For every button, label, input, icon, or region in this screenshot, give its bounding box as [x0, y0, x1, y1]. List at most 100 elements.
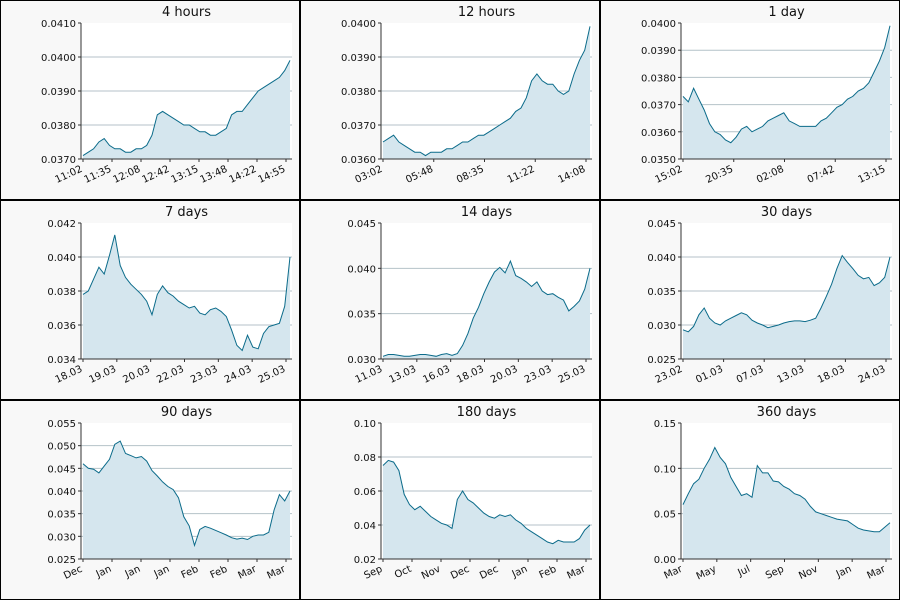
chart-panel: 180 days 0.10 0.08 0.06 0.04 0.02 Sep Oct Nov Dec… — [301, 401, 599, 599]
chart-title: 7 days — [165, 205, 208, 220]
y-tick-label: 0.0360 — [641, 128, 676, 139]
x-tick-label: 23.03 — [189, 364, 220, 386]
y-tick-label: 0.035 — [647, 287, 676, 298]
y-tick-label: 0.050 — [47, 442, 76, 453]
y-tick-label: 0.0400 — [41, 53, 76, 64]
y-tick-label: 0.038 — [47, 287, 76, 298]
y-tick-label: 0.040 — [347, 264, 376, 275]
x-tick-label: 25.03 — [557, 364, 588, 386]
y-tick-label: 0.0380 — [341, 87, 376, 98]
y-tick-label: 0.040 — [47, 253, 76, 264]
x-tick-label: Jan — [510, 564, 530, 581]
y-tick-label: 0.035 — [47, 510, 76, 521]
series-area — [383, 460, 590, 559]
chart-title: 14 days — [461, 205, 513, 220]
y-tick-label: 0.0410 — [41, 19, 76, 30]
x-tick-label: Jan — [152, 564, 172, 581]
x-tick-label: 11:35 — [82, 164, 113, 186]
chart-panel: 14 days 0.045 0.040 0.035 0.030 11.03 13.03 16.… — [301, 201, 599, 399]
chart-svg: 4 hours0.04100.04000.03900.03800.037011:… — [41, 5, 292, 186]
chart-panel: 12 hours 0.0400 0.0390 0.0380 0.0370 0.0360 03… — [301, 1, 599, 199]
chart-title: 30 days — [761, 205, 813, 220]
chart-panel: 360 days 0.15 0.10 0.05 0.00 Mar May Jul Sep Nov J… — [601, 401, 899, 599]
y-tick-label: 0.0370 — [41, 155, 76, 166]
series-area — [683, 25, 890, 160]
x-tick-label: Dec — [478, 564, 500, 582]
chart-title: 12 hours — [458, 5, 515, 20]
series-line — [82, 440, 291, 548]
series-line — [682, 446, 891, 533]
x-tick-label: 14:22 — [227, 164, 258, 186]
x-tick-label: 13.03 — [387, 364, 418, 386]
series-line — [82, 60, 291, 157]
y-tick-label: 0.00 — [654, 555, 676, 566]
y-tick-label: 0.035 — [347, 310, 376, 321]
x-tick-label: 23.02 — [654, 364, 685, 386]
x-tick-label: 16.03 — [421, 364, 452, 386]
chart-svg: 1 day 0.0400 0.0390 0.0380 0.0370 0.0360 0.035… — [641, 5, 892, 186]
y-tick-label: 0.034 — [47, 355, 76, 366]
y-tick-label: 0.030 — [347, 355, 376, 366]
x-tick-label: 19.03 — [87, 364, 118, 386]
y-tick-label: 0.02 — [354, 555, 376, 566]
x-tick-label: Mar — [566, 563, 589, 581]
series-line — [382, 459, 591, 545]
x-tick-label: Sep — [764, 564, 786, 582]
x-tick-label: 25.03 — [257, 364, 288, 386]
y-tick-label: 0.0360 — [341, 155, 376, 166]
y-tick-label: 0.025 — [647, 355, 676, 366]
y-tick-label: 0.030 — [647, 321, 676, 332]
y-tick-label: 0.036 — [47, 321, 76, 332]
x-tick-label: 24.03 — [223, 364, 254, 386]
x-tick-label: 15:02 — [653, 164, 684, 186]
x-tick-label: Sep — [363, 564, 385, 582]
x-tick-label: 24.03 — [857, 364, 888, 386]
x-tick-label: Nov — [797, 564, 819, 582]
x-tick-label: 02:08 — [755, 164, 786, 186]
chart-svg: 12 hours 0.0400 0.0390 0.0380 0.0370 0.036003… — [341, 5, 592, 186]
series-area — [83, 234, 290, 359]
x-tick-label: Nov — [420, 564, 442, 582]
y-tick-label: 0.0390 — [341, 53, 376, 64]
x-tick-label: Mar — [237, 563, 260, 581]
series-line — [682, 25, 891, 144]
chart-title: 1 day — [768, 5, 805, 20]
x-tick-label: 14:08 — [556, 164, 587, 186]
y-tick-label: 0.0380 — [41, 121, 76, 132]
series-line — [682, 254, 891, 333]
x-tick-label: Dec — [449, 564, 471, 582]
y-tick-label: 0.06 — [354, 487, 376, 498]
y-tick-label: 0.0390 — [41, 87, 76, 98]
y-tick-label: 0.045 — [647, 219, 676, 230]
chart-panel: 1 day 0.0400 0.0390 0.0380 0.0370 0.0360 0.035… — [601, 1, 899, 199]
series-area — [383, 261, 590, 359]
x-tick-label: Mar — [866, 563, 889, 581]
x-tick-label: 20.03 — [121, 364, 152, 386]
y-tick-label: 0.040 — [647, 253, 676, 264]
y-tick-label: 0.0370 — [641, 101, 676, 112]
y-tick-label: 0.0370 — [341, 121, 376, 132]
series-area — [83, 441, 290, 559]
x-tick-label: 08:35 — [455, 164, 486, 186]
y-tick-label: 0.08 — [354, 453, 376, 464]
y-tick-label: 0.0400 — [641, 19, 676, 30]
chart-panel: 7 days 0.042 0.040 0.038 0.036 0.034 18.03 19.0… — [1, 201, 299, 399]
x-tick-label: 07:42 — [806, 164, 837, 186]
y-tick-label: 0.055 — [47, 419, 76, 430]
x-tick-label: 20:35 — [704, 164, 735, 186]
y-tick-label: 0.0380 — [641, 73, 676, 84]
x-tick-label: 03:02 — [353, 164, 384, 186]
series-area — [683, 255, 890, 359]
x-tick-label: 18.03 — [455, 364, 486, 386]
series-area — [683, 447, 890, 559]
x-tick-label: 11:02 — [53, 164, 84, 186]
x-tick-label: 13:15 — [169, 164, 200, 186]
y-tick-label: 0.045 — [347, 219, 376, 230]
chart-title: 180 days — [457, 405, 517, 420]
x-tick-label: Oct — [393, 564, 413, 581]
x-tick-label: Feb — [538, 564, 559, 581]
x-tick-label: 13.03 — [775, 364, 806, 386]
chart-title: 360 days — [757, 405, 817, 420]
